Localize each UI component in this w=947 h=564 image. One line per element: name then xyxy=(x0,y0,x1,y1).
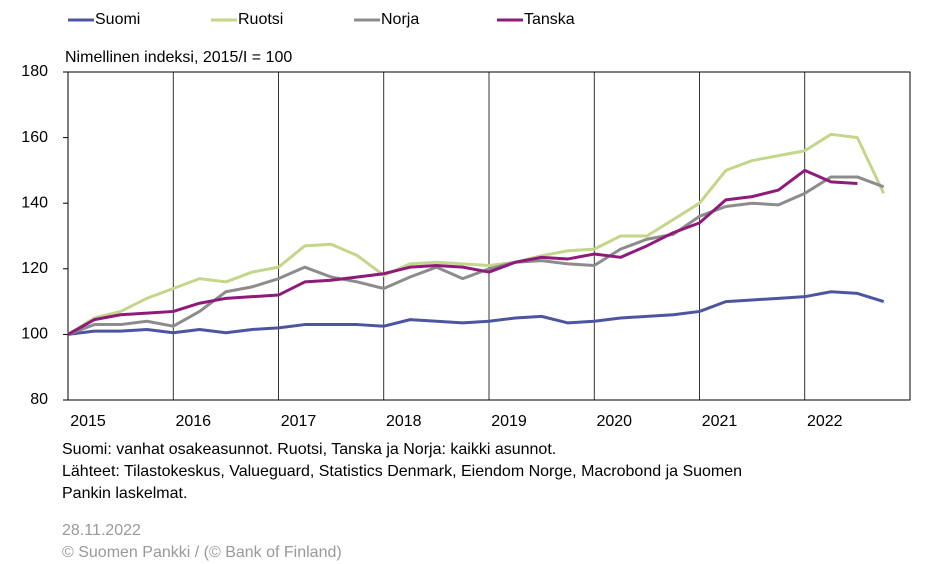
date: 28.11.2022 xyxy=(62,522,141,539)
legend-label: Norja xyxy=(381,11,419,28)
note: Pankin laskelmat. xyxy=(62,485,187,502)
y-tick-label: 120 xyxy=(21,260,48,277)
x-tick-label: 2021 xyxy=(702,413,738,430)
y-tick-label: 100 xyxy=(21,326,48,343)
y-tick-label: 160 xyxy=(21,129,48,146)
series-line xyxy=(67,132,886,336)
legend-label: Ruotsi xyxy=(238,11,283,28)
y-tick-label: 80 xyxy=(30,391,48,408)
x-tick-label: 2019 xyxy=(491,413,527,430)
series-line xyxy=(67,175,885,336)
x-tick-label: 2016 xyxy=(175,413,211,430)
chart-subtitle: Nimellinen indeksi, 2015/I = 100 xyxy=(65,49,292,66)
x-tick-label: 2022 xyxy=(807,413,843,430)
note: Lähteet: Tilastokeskus, Valueguard, Stat… xyxy=(62,463,742,480)
series-line xyxy=(67,168,858,336)
y-tick-label: 180 xyxy=(21,63,48,80)
x-tick-label: 2015 xyxy=(70,413,106,430)
x-tick-label: 2017 xyxy=(281,413,317,430)
x-tick-label: 2020 xyxy=(596,413,632,430)
copyright: © Suomen Pankki / (© Bank of Finland) xyxy=(62,544,342,561)
x-tick-label: 2018 xyxy=(386,413,422,430)
y-tick-label: 140 xyxy=(21,194,48,211)
series-line xyxy=(67,290,885,336)
legend-label: Suomi xyxy=(95,11,140,28)
note: Suomi: vanhat osakeasunnot. Ruotsi, Tans… xyxy=(62,441,556,458)
legend-label: Tanska xyxy=(524,11,575,28)
